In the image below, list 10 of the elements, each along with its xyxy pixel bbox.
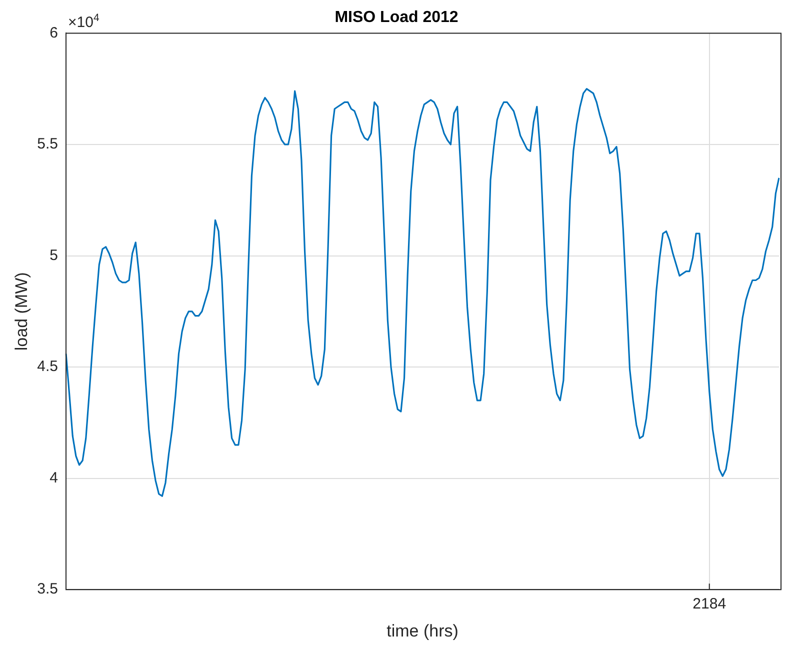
y-tick-label: 4 bbox=[50, 469, 58, 486]
x-tick-label: 2184 bbox=[692, 596, 726, 613]
y-tick-label: 5 bbox=[50, 246, 58, 264]
chart-title: MISO Load 2012 bbox=[334, 9, 458, 26]
y-axis-title: load (MW) bbox=[12, 272, 31, 351]
y-tick-label: 6 bbox=[50, 24, 58, 42]
y-tick-label: 4.5 bbox=[37, 358, 58, 376]
x-axis-title: time (hrs) bbox=[386, 621, 458, 640]
y-tick-label: 3.5 bbox=[37, 580, 58, 598]
y-tick-label: 5.5 bbox=[37, 136, 58, 153]
